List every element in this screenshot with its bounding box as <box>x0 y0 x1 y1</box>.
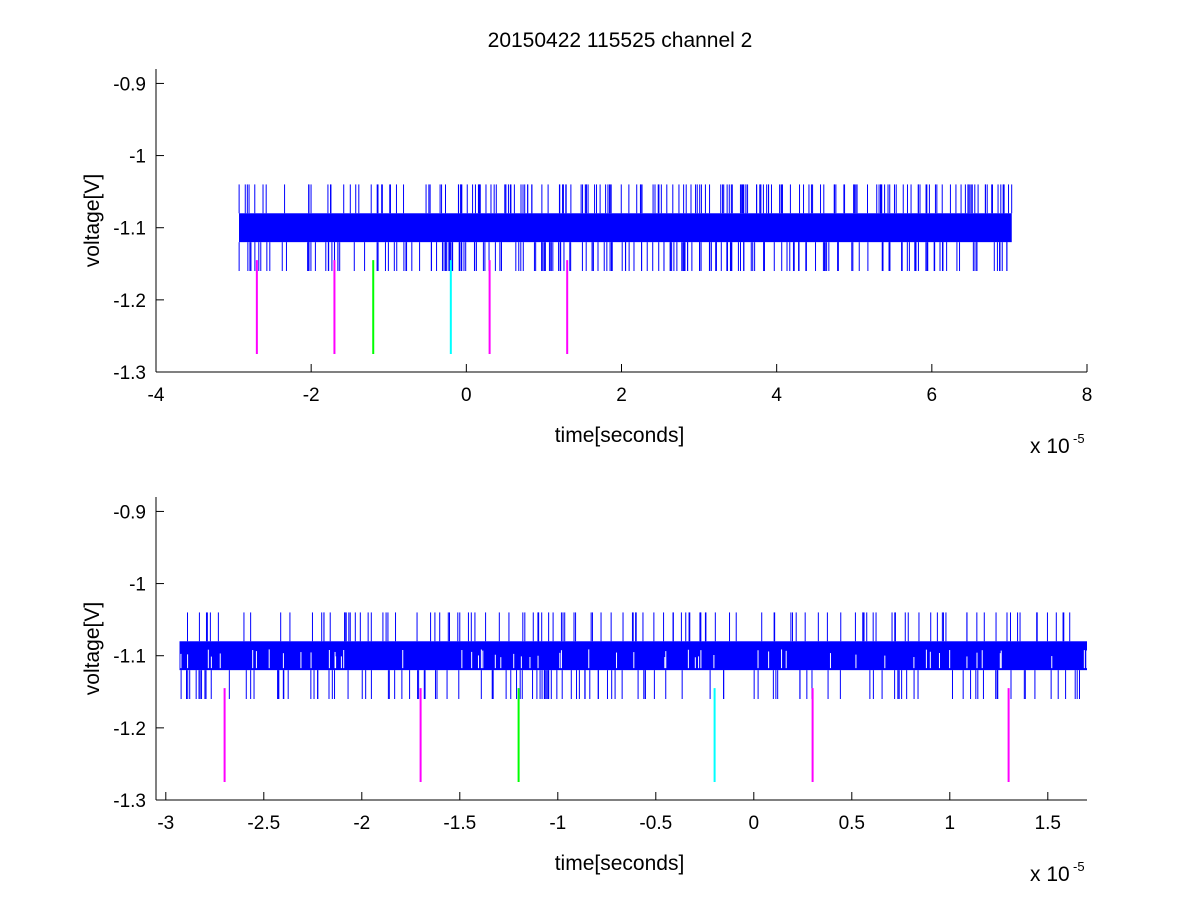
x-tick-label: 0.5 <box>839 813 865 834</box>
bottom-plot: -1.3 -1.2 -1.1 -1 -0.9 -3 -2.5 -2 -1.5 -1 -0.5 0 0.5… <box>81 497 1088 886</box>
x-tick-label: -3 <box>157 813 174 834</box>
y-tick-label: -1.3 <box>113 791 146 812</box>
x-axis-label: time[seconds] <box>555 424 685 447</box>
x-multiplier-label: x 10 <box>1030 435 1070 458</box>
y-tick-label: -1.2 <box>113 291 146 312</box>
x-tick-label: 8 <box>1082 385 1093 406</box>
y-tick-label: -1.2 <box>113 719 146 740</box>
x-tick-label: -1.5 <box>443 813 476 834</box>
x-tick-label: 1.5 <box>1035 813 1061 834</box>
y-axis-label: voltage[V] <box>81 602 104 695</box>
x-tick-label: 0 <box>461 385 472 406</box>
top-plot: -1.3 -1.2 -1.1 -1 -0.9 -4 -2 0 2 4 6 8 time[seconds]… <box>81 69 1092 458</box>
x-tick-label: -2 <box>353 813 370 834</box>
signal-band <box>179 641 1087 671</box>
x-tick-label: 4 <box>771 385 782 406</box>
x-tick-label: -0.5 <box>639 813 672 834</box>
y-tick-label: -1.3 <box>113 363 146 384</box>
x-multiplier-exponent: -5 <box>1073 859 1085 874</box>
x-tick-label: -1 <box>549 813 566 834</box>
y-tick-label: -0.9 <box>113 502 146 523</box>
x-tick-label: 0 <box>749 813 760 834</box>
x-tick-label: -4 <box>148 385 165 406</box>
x-multiplier-label: x 10 <box>1030 863 1070 886</box>
signal-band <box>239 213 1012 243</box>
x-axis-label: time[seconds] <box>555 852 685 875</box>
y-tick-label: -0.9 <box>113 74 146 95</box>
x-multiplier-exponent: -5 <box>1073 431 1085 446</box>
y-axis-label: voltage[V] <box>81 174 104 267</box>
y-tick-label: -1 <box>129 147 146 168</box>
y-tick-label: -1.1 <box>113 219 146 240</box>
figure-title: 20150422 115525 channel 2 <box>488 29 753 52</box>
x-tick-label: -2 <box>303 385 320 406</box>
x-tick-label: 1 <box>945 813 956 834</box>
y-tick-label: -1.1 <box>113 647 146 668</box>
x-tick-label: -2.5 <box>247 813 280 834</box>
x-tick-label: 6 <box>927 385 938 406</box>
y-tick-label: -1 <box>129 575 146 596</box>
x-tick-label: 2 <box>616 385 627 406</box>
